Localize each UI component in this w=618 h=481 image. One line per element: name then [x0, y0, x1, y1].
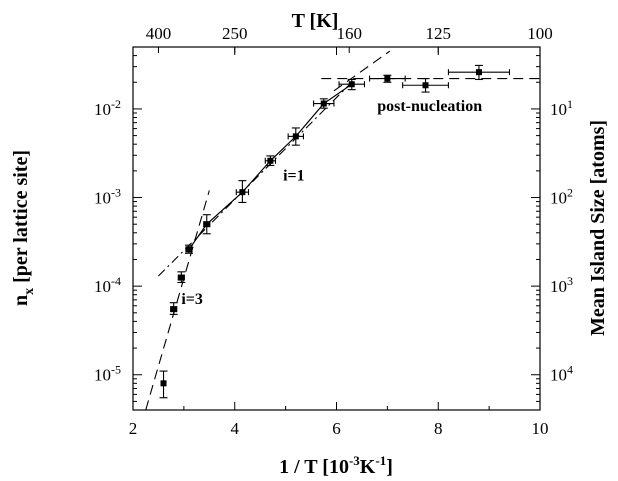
top-tick-label: 250: [222, 24, 248, 43]
point-marker: [160, 380, 167, 387]
x-tick-label: 8: [434, 419, 443, 438]
data-point: [402, 78, 449, 93]
point-marker: [422, 82, 429, 89]
y-tick-base: 10: [94, 100, 111, 119]
top-tick-label: 160: [336, 24, 362, 43]
point-marker: [185, 246, 192, 253]
fit-line-solid: [188, 83, 353, 250]
top-tick-label: 100: [527, 24, 553, 43]
y-tick-base: 10: [94, 189, 111, 208]
y2-tick-label: 103: [550, 274, 573, 296]
x-tick-label: 10: [532, 419, 549, 438]
x-tick-label: 6: [332, 419, 341, 438]
right-axis-label: Mean Island Size [atoms]: [587, 120, 609, 336]
y2-tick-exp: 1: [567, 97, 573, 111]
point-marker: [267, 157, 274, 164]
annotation-layer: post-nucleation i=1 i=3: [181, 98, 482, 308]
data-point: [264, 155, 277, 167]
point-marker: [170, 306, 177, 313]
data-points-layer: [159, 64, 511, 399]
y2-tick-exp: 4: [567, 363, 573, 377]
point-marker: [348, 81, 355, 88]
y2-tick-base: 10: [550, 277, 567, 296]
y2-tick-exp: 2: [567, 186, 573, 200]
data-point: [287, 127, 304, 146]
top-tick-label: 125: [426, 24, 452, 43]
x-tick-label: 2: [129, 419, 138, 438]
data-point: [169, 302, 178, 315]
top-tick-label: 400: [146, 24, 172, 43]
y-tick-exp: -5: [111, 363, 121, 377]
x-axis-label: 1 / T [10-3K-1]: [279, 453, 393, 478]
x-tick-label: 4: [231, 419, 240, 438]
data-point: [369, 74, 406, 83]
data-point: [202, 214, 211, 235]
fit-line-dashed: [145, 190, 210, 411]
annotation-label: i=1: [283, 168, 305, 185]
y-tick-label: 10-5: [94, 363, 121, 385]
data-point: [159, 370, 168, 399]
y2-tick-base: 10: [550, 366, 567, 385]
y2-tick-label: 101: [550, 97, 573, 119]
data-point: [313, 98, 335, 109]
y2-tick-label: 104: [550, 363, 573, 385]
fit-line-dashdot: [158, 81, 353, 277]
annotation-label: i=3: [181, 291, 203, 308]
y-tick-exp: -2: [111, 97, 121, 111]
data-point: [184, 244, 193, 254]
y-tick-base: 10: [94, 366, 111, 385]
fit-line-dashed: [333, 50, 391, 92]
point-marker: [292, 133, 299, 140]
data-point: [338, 78, 366, 91]
y-tick-base: 10: [94, 277, 111, 296]
y-tick-label: 10-2: [94, 97, 121, 119]
data-point: [177, 271, 186, 284]
point-marker: [203, 221, 210, 228]
y2-tick-base: 10: [550, 100, 567, 119]
y-tick-exp: -3: [111, 186, 121, 200]
point-marker: [384, 75, 391, 82]
y2-tick-exp: 3: [567, 274, 573, 288]
point-marker: [475, 69, 482, 76]
annotation-label: post-nucleation: [377, 98, 482, 115]
y-tick-exp: -4: [111, 274, 121, 288]
data-point: [447, 64, 511, 81]
point-marker: [178, 274, 185, 281]
y-tick-label: 10-3: [94, 186, 121, 208]
y2-tick-label: 102: [550, 186, 573, 208]
y2-tick-base: 10: [550, 189, 567, 208]
top-axis-label: T [K]: [292, 10, 339, 32]
y-axis-label: nx [per lattice site]: [10, 150, 37, 306]
point-marker: [320, 100, 327, 107]
data-point: [235, 180, 250, 204]
point-marker: [239, 189, 246, 196]
y-tick-label: 10-4: [94, 274, 121, 296]
